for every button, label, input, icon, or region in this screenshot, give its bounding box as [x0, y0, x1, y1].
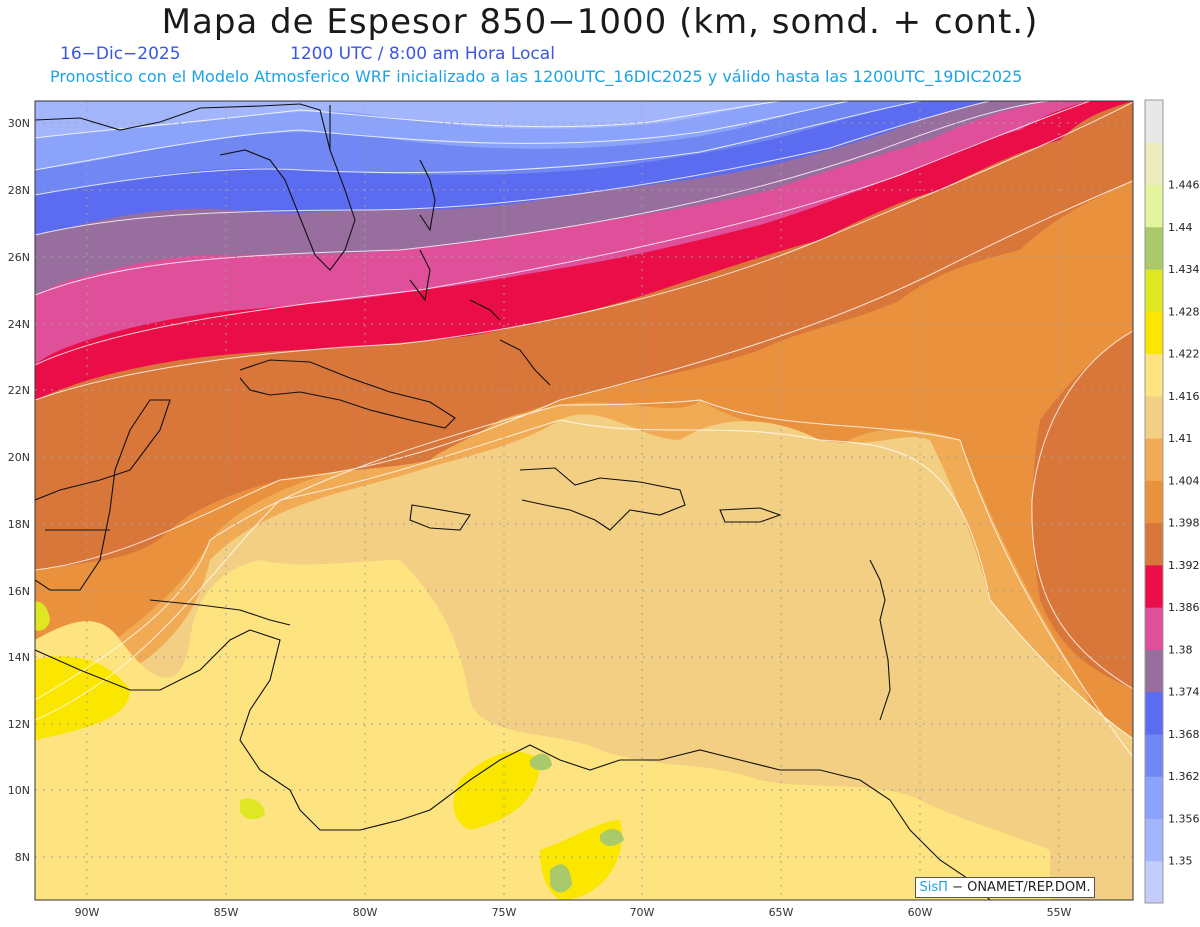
- colorbar-swatch: [1145, 776, 1163, 819]
- colorbar-label: 1.386: [1168, 601, 1200, 614]
- lon-label: 85W: [214, 906, 239, 919]
- forecast-date: 16−Dic−2025: [60, 44, 181, 64]
- colorbar-label: 1.38: [1168, 643, 1193, 656]
- lon-label: 70W: [630, 906, 655, 919]
- colorbar-label: 1.35: [1168, 855, 1193, 868]
- colorbar-swatch: [1145, 818, 1163, 862]
- lat-label: 24N: [8, 318, 30, 331]
- credit-box: SisΠ − ONAMET/REP.DOM.: [915, 877, 1095, 898]
- colorbar-label: 1.434: [1168, 263, 1200, 276]
- map-frame: [34, 100, 1134, 901]
- coastlines: [35, 103, 991, 900]
- lon-labels: 90W 85W 80W 75W 70W 65W 60W 55W: [75, 906, 1072, 919]
- lon-label: 90W: [75, 906, 100, 919]
- colorbar-swatch: [1145, 733, 1163, 777]
- lon-label: 60W: [908, 906, 933, 919]
- colorbar-label: 1.356: [1168, 812, 1200, 825]
- forecast-info: Pronostico con el Modelo Atmosferico WRF…: [50, 67, 1023, 86]
- lon-label: 75W: [492, 906, 517, 919]
- filled-contours: [35, 101, 1133, 900]
- colorbar-label: 1.392: [1168, 559, 1200, 572]
- lat-label: 20N: [8, 451, 30, 464]
- lat-label: 26N: [8, 251, 30, 264]
- colorbar-swatch: [1145, 353, 1163, 397]
- colorbar-swatch: [1145, 438, 1163, 481]
- colorbar-swatch: [1145, 564, 1163, 608]
- lon-label: 65W: [769, 906, 794, 919]
- colorbar-swatch: [1145, 691, 1163, 735]
- colorbar-swatch: [1145, 649, 1163, 693]
- colorbar-label: 1.44: [1168, 221, 1193, 234]
- colorbar-swatch: [1145, 184, 1163, 228]
- lat-label: 16N: [8, 585, 30, 598]
- colorbar-label: 1.374: [1168, 686, 1200, 699]
- lat-label: 10N: [8, 784, 30, 797]
- lat-label: 28N: [8, 184, 30, 197]
- colorbar-swatch: [1145, 269, 1163, 312]
- colorbar-label: 1.422: [1168, 348, 1200, 361]
- colorbar-label: 1.362: [1168, 770, 1200, 783]
- colorbar-label: 1.41: [1168, 432, 1193, 445]
- lat-label: 12N: [8, 718, 30, 731]
- lat-label: 18N: [8, 518, 30, 531]
- colorbar-label: 1.446: [1168, 179, 1200, 192]
- colorbar-label: 1.428: [1168, 305, 1200, 318]
- colorbar-label: 1.398: [1168, 517, 1200, 530]
- colorbar-label: 1.416: [1168, 390, 1200, 403]
- lat-label: 30N: [8, 117, 30, 130]
- colorbar-swatch: [1145, 100, 1163, 143]
- colorbar-label: 1.404: [1168, 474, 1200, 487]
- colorbar-swatch: [1145, 142, 1163, 186]
- colorbar-swatch: [1145, 522, 1163, 566]
- lon-label: 80W: [353, 906, 378, 919]
- colorbar-swatch: [1145, 226, 1163, 270]
- lat-label: 14N: [8, 651, 30, 664]
- lon-label: 55W: [1047, 906, 1072, 919]
- forecast-time: 1200 UTC / 8:00 am Hora Local: [290, 44, 555, 64]
- lat-labels: 30N 28N 26N 24N 22N 20N 18N 16N 14N 12N …: [8, 117, 30, 864]
- grid-lines: [35, 101, 1133, 900]
- contour-lines: [35, 101, 1133, 759]
- colorbar-swatch: [1145, 607, 1163, 650]
- credit-text: − ONAMET/REP.DOM.: [947, 880, 1091, 895]
- sispi-logo: SisΠ: [919, 880, 948, 895]
- colorbar-swatch: [1145, 311, 1163, 355]
- colorbar-swatch: [1145, 480, 1163, 524]
- colorbar-frame: [1144, 99, 1164, 904]
- colorbar-swatch: [1145, 395, 1163, 439]
- lat-label: 22N: [8, 384, 30, 397]
- map-title: Mapa de Espesor 850−1000 (km, somd. + co…: [161, 2, 1039, 42]
- colorbar-label: 1.368: [1168, 728, 1200, 741]
- colorbar: 1.35 1.356 1.362 1.368 1.374 1.38 1.386 1.392 1.…: [1144, 99, 1200, 904]
- colorbar-swatch: [1145, 860, 1163, 904]
- lat-label: 8N: [15, 851, 30, 864]
